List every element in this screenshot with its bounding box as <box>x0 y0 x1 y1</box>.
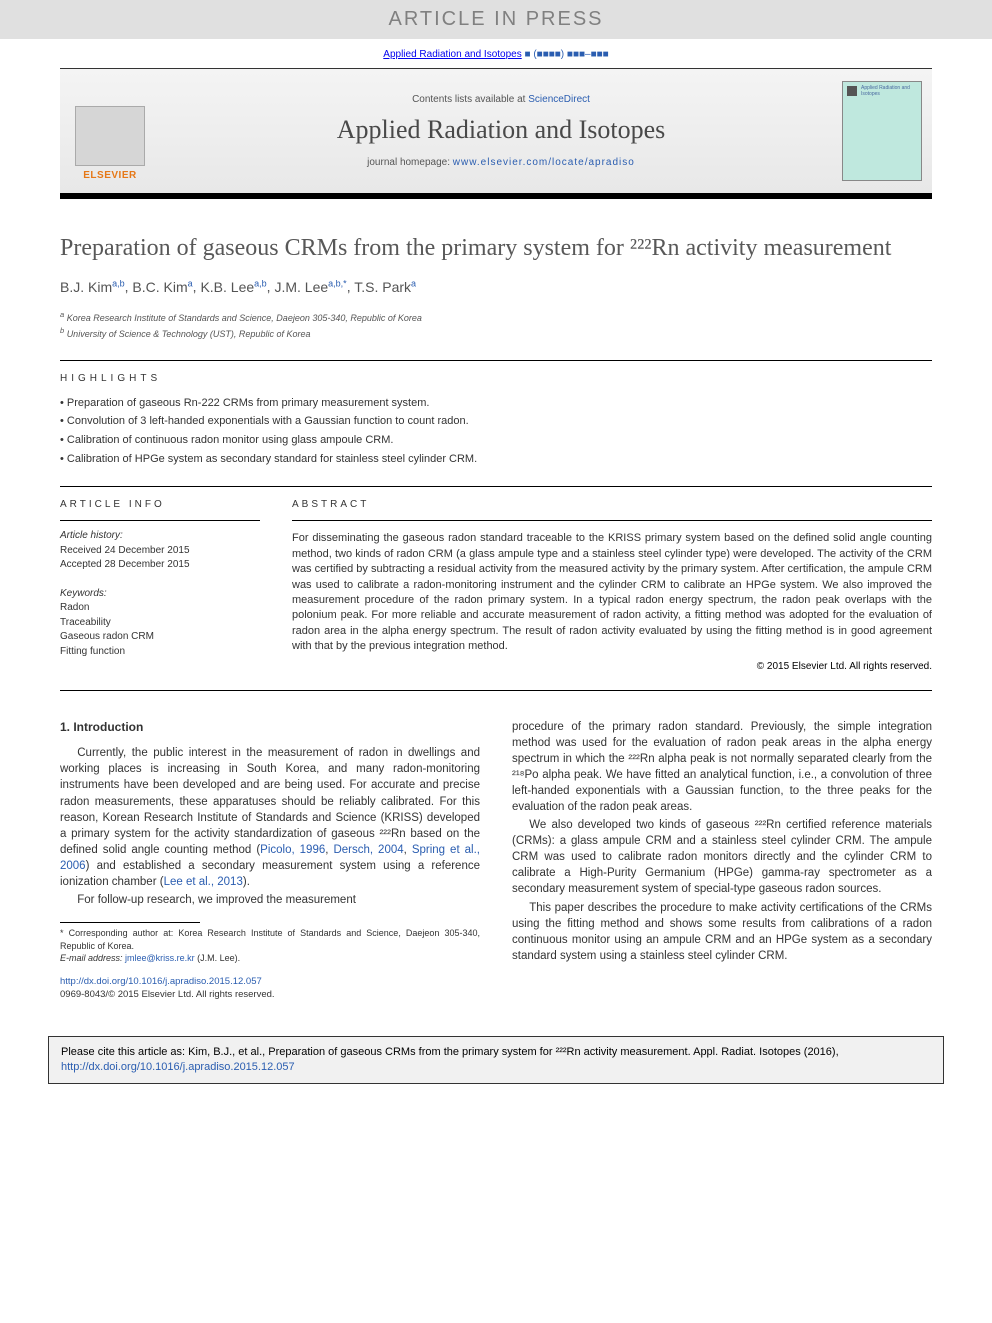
header-citation: Applied Radiation and Isotopes ■ (■■■■) … <box>0 39 992 68</box>
body-para: This paper describes the procedure to ma… <box>512 900 932 964</box>
body-col-left: 1. Introduction Currently, the public in… <box>60 719 480 1002</box>
body-two-column: 1. Introduction Currently, the public in… <box>60 719 932 1002</box>
email-person: (J.M. Lee). <box>195 953 241 963</box>
citation-link[interactable]: Lee et al., 2013 <box>164 876 243 888</box>
email-line: E-mail address: jmlee@kriss.re.kr (J.M. … <box>60 952 480 965</box>
aff-tag: a <box>60 310 64 319</box>
highlights-list: Preparation of gaseous Rn-222 CRMs from … <box>60 394 932 469</box>
highlight-item: Preparation of gaseous Rn-222 CRMs from … <box>60 394 932 413</box>
citation-link[interactable]: Picolo, 1996 <box>260 844 325 856</box>
divider <box>60 360 932 361</box>
footnote-rule <box>60 922 200 923</box>
homepage-line: journal homepage: www.elsevier.com/locat… <box>160 157 842 168</box>
doi-link[interactable]: http://dx.doi.org/10.1016/j.apradiso.201… <box>60 976 262 987</box>
body-para: procedure of the primary radon standard.… <box>512 719 932 816</box>
highlight-item: Calibration of HPGe system as secondary … <box>60 450 932 469</box>
accepted-date: Accepted 28 December 2015 <box>60 558 260 573</box>
author-name: T.S. Park <box>354 279 411 295</box>
keyword: Fitting function <box>60 645 260 660</box>
author: B.C. Kima <box>132 279 192 295</box>
email-link[interactable]: jmlee@kriss.re.kr <box>125 953 195 963</box>
footnotes: * Corresponding author at: Korea Researc… <box>60 927 480 965</box>
journal-cover-thumbnail <box>842 81 922 181</box>
author-aff-link[interactable]: a <box>411 278 416 288</box>
publisher-name: ELSEVIER <box>83 170 136 181</box>
affiliations: a Korea Research Institute of Standards … <box>60 309 932 342</box>
body-col-right: procedure of the primary radon standard.… <box>512 719 932 1002</box>
keyword: Radon <box>60 601 260 616</box>
article-page: ARTICLE IN PRESS Applied Radiation and I… <box>0 0 992 1323</box>
author-name: K.B. Lee <box>200 279 254 295</box>
divider <box>60 486 932 487</box>
author: K.B. Leea,b <box>200 279 266 295</box>
aff-tag: b <box>60 326 64 335</box>
abstract-label: ABSTRACT <box>292 499 932 510</box>
publisher-logo-block: ELSEVIER <box>60 77 160 185</box>
affiliation: b University of Science & Technology (US… <box>60 325 932 341</box>
highlights-label: HIGHLIGHTS <box>60 373 932 384</box>
article-title: Preparation of gaseous CRMs from the pri… <box>60 233 932 264</box>
banner-rule <box>60 193 932 199</box>
divider <box>292 520 932 521</box>
abstract-text: For disseminating the gaseous radon stan… <box>292 531 932 654</box>
citebox-doi-link[interactable]: http://dx.doi.org/10.1016/j.apradiso.201… <box>61 1061 295 1073</box>
author-list: B.J. Kima,b, B.C. Kima, K.B. Leea,b, J.M… <box>60 278 932 295</box>
sciencedirect-link[interactable]: ScienceDirect <box>528 94 590 105</box>
highlight-item: Convolution of 3 left-handed exponential… <box>60 412 932 431</box>
cite-this-article-box: Please cite this article as: Kim, B.J., … <box>48 1036 944 1085</box>
received-date: Received 24 December 2015 <box>60 544 260 559</box>
author: B.J. Kima,b <box>60 279 125 295</box>
divider <box>60 690 932 691</box>
homepage-prefix: journal homepage: <box>367 157 453 168</box>
highlight-item: Calibration of continuous radon monitor … <box>60 431 932 450</box>
author: J.M. Leea,b,* <box>274 279 346 295</box>
article-info-label: ARTICLE INFO <box>60 499 260 510</box>
section-heading: 1. Introduction <box>60 719 480 736</box>
keywords-block: Keywords: Radon Traceability Gaseous rad… <box>60 587 260 660</box>
body-para: We also developed two kinds of gaseous ²… <box>512 817 932 897</box>
contents-prefix: Contents lists available at <box>412 94 528 105</box>
journal-title: Applied Radiation and Isotopes <box>160 115 842 145</box>
volume-placeholder: ■ (■■■■) ■■■–■■■ <box>525 49 609 60</box>
author-aff-link[interactable]: a,b <box>254 278 267 288</box>
journal-link[interactable]: Applied Radiation and Isotopes <box>383 49 521 60</box>
article-history: Article history: Received 24 December 20… <box>60 529 260 573</box>
aff-text: Korea Research Institute of Standards an… <box>67 313 422 323</box>
author-name: J.M. Lee <box>274 279 328 295</box>
citebox-text: Please cite this article as: Kim, B.J., … <box>61 1046 839 1058</box>
email-label: E-mail address: <box>60 953 125 963</box>
author-name: B.C. Kim <box>132 279 187 295</box>
keyword: Gaseous radon CRM <box>60 630 260 645</box>
divider <box>60 520 260 521</box>
text-run: ) and established a secondary measuremen… <box>60 860 480 888</box>
author-aff-link[interactable]: a,b, <box>328 278 343 288</box>
author-aff-link[interactable]: a <box>188 278 193 288</box>
issn-line: 0969-8043/© 2015 Elsevier Ltd. All right… <box>60 989 275 1000</box>
abstract-copyright: © 2015 Elsevier Ltd. All rights reserved… <box>292 661 932 672</box>
citation-link[interactable]: Dersch, 2004 <box>333 844 403 856</box>
affiliation: a Korea Research Institute of Standards … <box>60 309 932 325</box>
author-name: B.J. Kim <box>60 279 112 295</box>
keywords-label: Keywords: <box>60 587 260 602</box>
body-para: For follow-up research, we improved the … <box>60 892 480 908</box>
text-run: , <box>404 844 412 856</box>
author: T.S. Parka <box>354 279 416 295</box>
doi-block: http://dx.doi.org/10.1016/j.apradiso.201… <box>60 975 480 1002</box>
author-aff-link[interactable]: a,b <box>112 278 125 288</box>
keyword: Traceability <box>60 616 260 631</box>
text-run: Currently, the public interest in the me… <box>60 747 480 856</box>
elsevier-tree-icon <box>75 106 145 166</box>
text-run: ). <box>243 876 250 888</box>
history-label: Article history: <box>60 529 260 544</box>
corresponding-note: * Corresponding author at: Korea Researc… <box>60 927 480 952</box>
corresponding-mark[interactable]: * <box>343 278 347 288</box>
article-in-press-banner: ARTICLE IN PRESS <box>0 0 992 39</box>
journal-banner: ELSEVIER Contents lists available at Sci… <box>60 68 932 193</box>
body-para: Currently, the public interest in the me… <box>60 745 480 890</box>
aff-text: University of Science & Technology (UST)… <box>67 329 311 339</box>
journal-homepage-link[interactable]: www.elsevier.com/locate/apradiso <box>453 157 635 168</box>
contents-available-line: Contents lists available at ScienceDirec… <box>160 94 842 105</box>
